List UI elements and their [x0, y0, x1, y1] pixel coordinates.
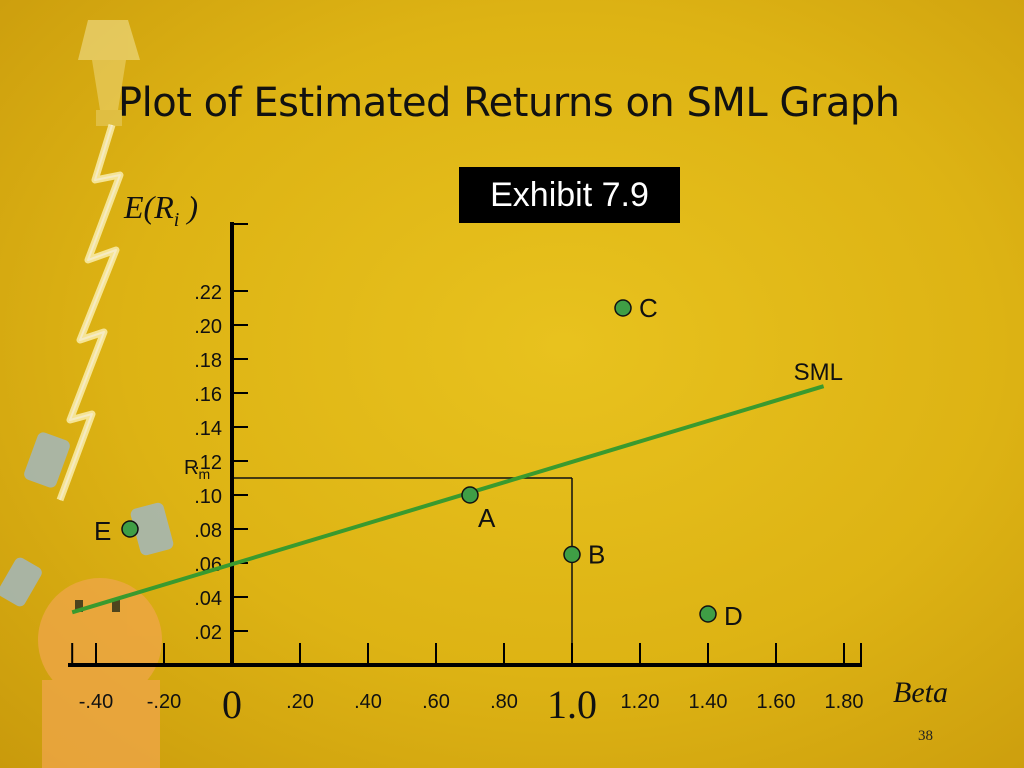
exhibit-label: Exhibit 7.9 [459, 167, 680, 223]
point-b [563, 545, 581, 564]
y-tick-label: .12 [194, 452, 222, 474]
slide-title: Plot of Estimated Returns on SML Graph [118, 80, 900, 126]
x-tick-label: 1.80 [825, 691, 864, 713]
character-figure-icon [38, 578, 162, 768]
y-axis-ticks: .02.04.06.08.10.12.14.16.18.20.22 [194, 223, 248, 644]
y-tick-label: .04 [194, 588, 222, 610]
lamp-icon [78, 20, 140, 126]
x-tick-label: -.40 [79, 691, 113, 713]
rm-label-main: R [184, 457, 198, 479]
point-a [461, 486, 479, 504]
x-tick-label: .20 [286, 691, 314, 713]
x-tick-label: .60 [422, 691, 450, 713]
point-label-d: D [724, 601, 743, 631]
point-d [699, 605, 717, 623]
y-tick-label: .08 [194, 520, 222, 542]
point-e [121, 520, 139, 538]
x-tick-label: 1.60 [757, 691, 796, 713]
y-tick-label: .14 [194, 418, 222, 440]
point-label-b: B [588, 540, 605, 570]
point-label-a: A [478, 503, 496, 533]
y-axis-label-close: ) [179, 189, 198, 225]
x-tick-label: -.20 [147, 691, 181, 713]
rm-label: Rm [184, 457, 210, 482]
y-axis-label: E(Ri ) [123, 189, 198, 231]
y-axis-label-main: E(R [123, 189, 174, 225]
sml-line [71, 384, 825, 615]
lightning-bolt-icon [56, 123, 124, 502]
x-tick-label: 1.0 [547, 682, 597, 727]
y-tick-label: .10 [194, 486, 222, 508]
x-axis-ticks: -.40 -.20 0 .20 .40 .60 .80 1.0 1.20 1.40 1.60 1.80 [71, 643, 864, 727]
chart-axes [68, 222, 862, 667]
point-label-c: C [639, 293, 658, 323]
point-label-e: E [94, 516, 111, 546]
sml-line-group: SML [71, 359, 843, 615]
point-c [614, 299, 632, 317]
rm-label-sub: m [198, 466, 210, 482]
y-axis-label-sub: i [174, 209, 180, 231]
y-tick-label: .02 [194, 622, 222, 644]
y-tick-label: .18 [194, 350, 222, 372]
y-tick-label: .16 [194, 384, 222, 406]
sml-label: SML [794, 359, 843, 386]
x-axis-label: Beta [893, 676, 948, 709]
axis-labels: E(Ri ) Beta Rm [123, 189, 948, 709]
x-tick-label: 0 [222, 682, 242, 727]
rm-guide-lines [232, 477, 573, 665]
x-tick-label: .80 [490, 691, 518, 713]
power-plug-icon [0, 432, 174, 607]
y-tick-label: .22 [194, 282, 222, 304]
x-tick-label: 1.40 [689, 691, 728, 713]
x-tick-label: .40 [354, 691, 382, 713]
y-tick-label: .20 [194, 316, 222, 338]
slide-number: 38 [918, 728, 933, 744]
x-tick-label: 1.20 [621, 691, 660, 713]
chart-points: A B C D E [94, 293, 743, 631]
